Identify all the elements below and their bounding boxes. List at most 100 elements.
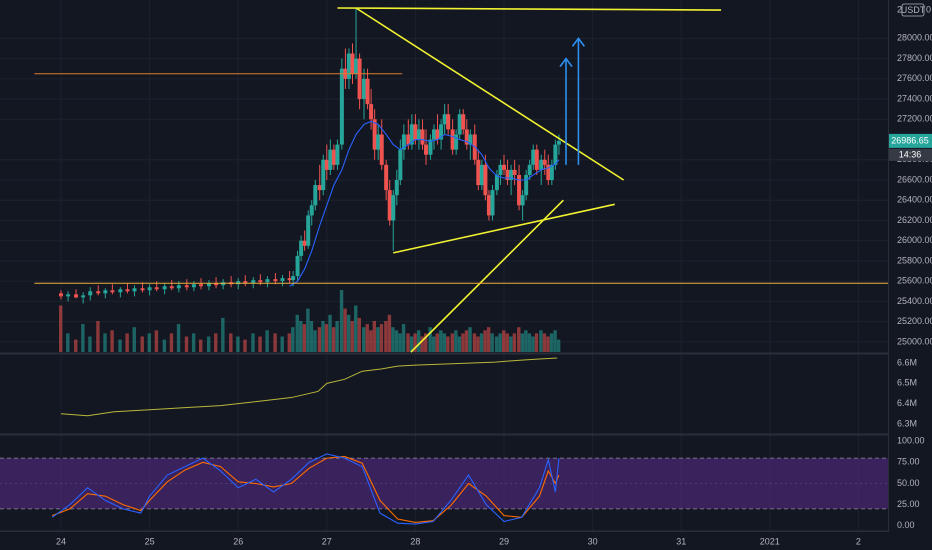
candle[interactable]: [534, 144, 539, 175]
candle[interactable]: [502, 154, 506, 175]
candle[interactable]: [346, 48, 351, 89]
candle[interactable]: [335, 139, 340, 170]
candle[interactable]: [384, 159, 389, 201]
candle[interactable]: [103, 288, 108, 299]
candle[interactable]: [365, 68, 370, 110]
candle[interactable]: [81, 292, 86, 304]
candle[interactable]: [509, 164, 514, 196]
candle[interactable]: [350, 43, 355, 84]
candle[interactable]: [214, 277, 219, 289]
blue-arrow-right[interactable]: [571, 37, 586, 165]
candle[interactable]: [331, 144, 336, 170]
candle[interactable]: [313, 180, 318, 211]
candle[interactable]: [206, 280, 211, 291]
candle[interactable]: [169, 280, 174, 291]
diagonal-support-line[interactable]: [410, 199, 564, 353]
candle[interactable]: [287, 271, 292, 284]
candle[interactable]: [531, 144, 536, 170]
candle[interactable]: [88, 287, 93, 301]
candle[interactable]: [302, 230, 307, 251]
candle[interactable]: [198, 278, 203, 290]
candle[interactable]: [553, 139, 558, 170]
candle[interactable]: [494, 169, 499, 196]
candle[interactable]: [527, 159, 532, 180]
candle[interactable]: [490, 185, 495, 221]
candle[interactable]: [372, 109, 377, 160]
trendline-drawings[interactable]: [34, 7, 921, 353]
candle[interactable]: [243, 275, 248, 287]
candle[interactable]: [549, 159, 554, 186]
candle[interactable]: [132, 285, 137, 297]
candle[interactable]: [394, 169, 399, 206]
candle[interactable]: [118, 287, 123, 298]
candle[interactable]: [147, 284, 152, 296]
candle[interactable]: [442, 104, 447, 135]
candle[interactable]: [221, 279, 226, 290]
candle[interactable]: [476, 149, 481, 191]
candle[interactable]: [401, 124, 406, 160]
currency-badge[interactable]: USDT: [901, 3, 926, 17]
candle[interactable]: [321, 154, 326, 196]
candle[interactable]: [362, 68, 367, 120]
candle[interactable]: [520, 190, 525, 221]
candle[interactable]: [324, 144, 329, 180]
candle[interactable]: [457, 109, 462, 140]
candle[interactable]: [74, 289, 79, 299]
candle[interactable]: [125, 283, 130, 294]
candle[interactable]: [280, 275, 285, 287]
candle[interactable]: [379, 119, 384, 170]
top-horizontal-line[interactable]: [337, 7, 722, 11]
candle[interactable]: [505, 159, 510, 186]
blue-arrow-left[interactable]: [559, 57, 573, 165]
candle[interactable]: [59, 290, 63, 300]
candle[interactable]: [273, 273, 278, 285]
candle[interactable]: [391, 190, 396, 251]
candle[interactable]: [512, 159, 517, 186]
price-axis[interactable]: 28000.00 27800.00 27600.00 27400.00 27200.00…: [889, 0, 932, 550]
candle[interactable]: [265, 276, 270, 288]
candle[interactable]: [328, 139, 333, 175]
candle[interactable]: [357, 53, 362, 110]
candle[interactable]: [416, 119, 421, 150]
candle[interactable]: [376, 124, 381, 160]
candle[interactable]: [546, 154, 551, 186]
candle[interactable]: [110, 284, 115, 295]
candle[interactable]: [464, 119, 469, 150]
candle[interactable]: [354, 8, 359, 79]
candle[interactable]: [446, 104, 451, 135]
candle[interactable]: [317, 164, 322, 201]
candle[interactable]: [424, 129, 429, 165]
candle[interactable]: [184, 279, 189, 291]
candle[interactable]: [468, 129, 473, 160]
candle[interactable]: [162, 283, 167, 295]
candle[interactable]: [486, 190, 491, 221]
candle[interactable]: [295, 250, 300, 282]
candle[interactable]: [387, 180, 392, 226]
candle[interactable]: [251, 277, 256, 289]
candle[interactable]: [309, 200, 314, 226]
candle[interactable]: [479, 159, 484, 191]
candle[interactable]: [339, 58, 344, 150]
candle[interactable]: [524, 169, 529, 201]
candle[interactable]: [236, 278, 241, 290]
candle[interactable]: [140, 282, 145, 293]
lower-triangle-line[interactable]: [393, 203, 615, 254]
candle[interactable]: [409, 114, 414, 150]
candle[interactable]: [517, 164, 522, 211]
candle[interactable]: [420, 119, 425, 150]
candle[interactable]: [439, 119, 444, 150]
candle[interactable]: [428, 134, 433, 160]
candle[interactable]: [369, 88, 374, 130]
candle[interactable]: [542, 149, 547, 175]
candle[interactable]: [299, 235, 304, 261]
candle[interactable]: [432, 124, 437, 150]
time-axis[interactable]: 24 25 26 27 28 29 30 31 2021 2: [0, 532, 932, 550]
candle[interactable]: [461, 109, 466, 135]
candle[interactable]: [66, 291, 71, 302]
candle[interactable]: [498, 159, 503, 186]
candle[interactable]: [96, 285, 101, 296]
candle[interactable]: [454, 129, 459, 155]
candle[interactable]: [398, 139, 403, 186]
